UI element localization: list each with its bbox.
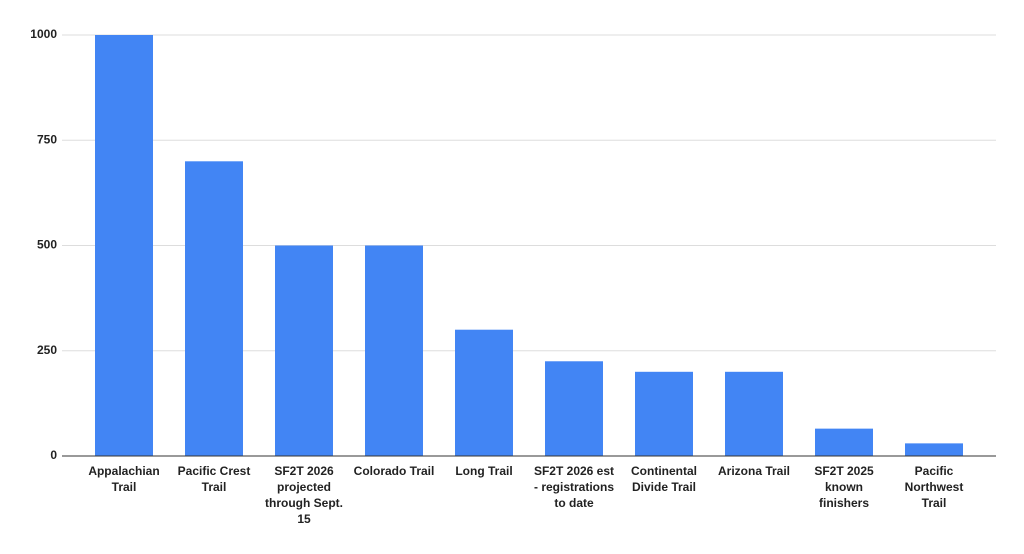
bar	[815, 428, 873, 456]
bar	[275, 245, 333, 456]
bar	[725, 371, 783, 456]
x-tick-label: Pacific Northwest Trail	[904, 464, 964, 510]
bar	[365, 245, 423, 456]
bar	[455, 329, 513, 456]
bar	[185, 161, 243, 457]
bar	[905, 443, 963, 456]
bar	[635, 371, 693, 456]
x-tick-label: SF2T 2026 projected through Sept. 15	[265, 464, 343, 526]
bar	[95, 35, 153, 456]
x-tick-label: Continental Divide Trail	[631, 464, 697, 494]
x-tick-label: SF2T 2025 known finishers	[814, 464, 874, 510]
x-tick-label: Pacific Crest Trail	[177, 464, 251, 494]
x-tick-label: Arizona Trail	[717, 464, 791, 478]
x-tick-label: Appalachian Trail	[88, 464, 160, 494]
y-tick-label: 1000	[30, 27, 57, 41]
x-tick-label: Colorado Trail	[353, 464, 435, 478]
y-tick-label: 500	[37, 238, 57, 252]
bar	[545, 361, 603, 456]
y-tick-label: 250	[37, 343, 57, 357]
y-tick-label: 0	[50, 448, 57, 462]
x-tick-label: SF2T 2026 est - registrations to date	[533, 464, 615, 510]
x-tick-label: Long Trail	[455, 464, 513, 478]
y-tick-label: 750	[37, 132, 57, 146]
